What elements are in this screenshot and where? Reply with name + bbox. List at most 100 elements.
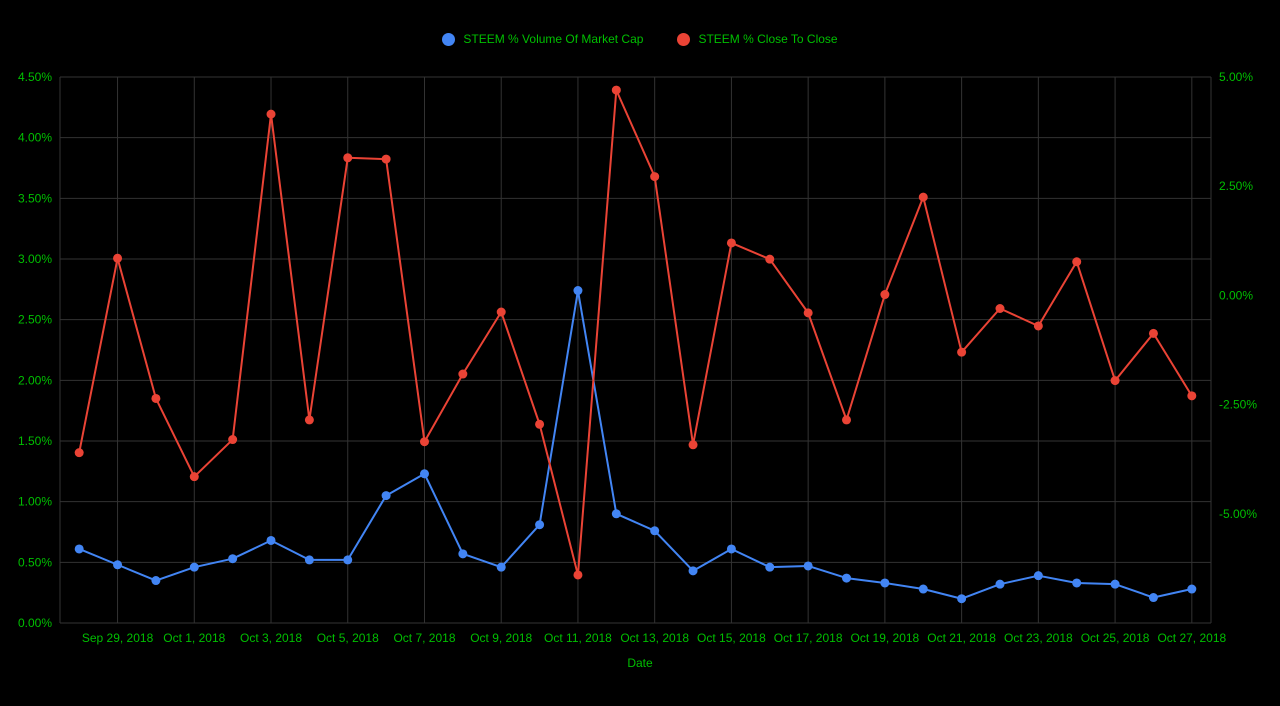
data-point-volume[interactable]	[650, 526, 660, 536]
left-axis-tick-label: 2.50%	[18, 313, 52, 327]
legend-item-close[interactable]: STEEM % Close To Close	[677, 32, 838, 46]
data-point-close[interactable]	[304, 415, 314, 425]
data-point-close[interactable]	[1187, 391, 1197, 401]
x-axis-tick-label: Oct 1, 2018	[163, 631, 225, 645]
data-point-close[interactable]	[228, 435, 238, 445]
data-point-close[interactable]	[381, 154, 391, 164]
right-axis-tick-label: 2.50%	[1219, 179, 1253, 193]
left-axis-tick-label: 4.50%	[18, 70, 52, 84]
data-point-volume[interactable]	[1110, 579, 1120, 589]
data-point-volume[interactable]	[1033, 571, 1043, 581]
x-axis-tick-label: Oct 9, 2018	[470, 631, 532, 645]
data-point-close[interactable]	[650, 172, 660, 182]
x-axis-tick-label: Oct 21, 2018	[927, 631, 996, 645]
data-point-close[interactable]	[688, 440, 698, 450]
x-axis-tick-label: Oct 3, 2018	[240, 631, 302, 645]
data-point-close[interactable]	[535, 419, 545, 429]
legend-marker-close-icon	[677, 33, 691, 46]
x-axis-tick-label: Oct 27, 2018	[1157, 631, 1226, 645]
legend-marker-volume-icon	[442, 33, 456, 46]
data-point-close[interactable]	[995, 304, 1005, 314]
series-line-volume	[78, 289, 1193, 600]
left-axis-tick-label: 1.00%	[18, 495, 52, 509]
data-point-close[interactable]	[151, 393, 161, 403]
data-point-volume[interactable]	[1187, 584, 1197, 594]
left-axis-tick-label: 0.00%	[18, 616, 52, 630]
x-axis-tick-label: Oct 7, 2018	[393, 631, 455, 645]
series-line-close	[78, 89, 1193, 576]
data-point-volume[interactable]	[573, 286, 583, 296]
data-point-volume[interactable]	[535, 520, 545, 530]
data-point-volume[interactable]	[611, 509, 621, 519]
data-point-close[interactable]	[611, 85, 621, 95]
data-point-close[interactable]	[74, 448, 84, 458]
x-axis-tick-label: Oct 23, 2018	[1004, 631, 1073, 645]
data-point-close[interactable]	[918, 192, 928, 202]
data-point-volume[interactable]	[765, 562, 775, 572]
data-point-volume[interactable]	[228, 554, 238, 564]
legend-item-volume[interactable]: STEEM % Volume Of Market Cap	[442, 33, 643, 46]
x-axis-title: Date	[627, 656, 653, 670]
legend-label-volume: STEEM % Volume Of Market Cap	[463, 32, 644, 46]
data-point-close[interactable]	[113, 253, 123, 263]
data-point-volume[interactable]	[151, 576, 161, 586]
x-axis-tick-label: Oct 17, 2018	[774, 631, 843, 645]
data-point-volume[interactable]	[880, 578, 890, 588]
data-point-close[interactable]	[343, 153, 353, 163]
left-axis-tick-label: 2.00%	[18, 373, 52, 387]
data-point-volume[interactable]	[458, 549, 468, 559]
data-point-close[interactable]	[842, 415, 852, 425]
data-point-close[interactable]	[880, 290, 890, 300]
data-point-volume[interactable]	[343, 555, 353, 565]
data-point-close[interactable]	[573, 570, 583, 580]
data-point-volume[interactable]	[995, 579, 1005, 589]
right-axis-tick-label: 5.00%	[1219, 70, 1253, 84]
x-axis-tick-label: Oct 5, 2018	[317, 631, 379, 645]
data-point-close[interactable]	[726, 238, 736, 248]
data-point-volume[interactable]	[419, 469, 429, 479]
data-point-volume[interactable]	[189, 562, 199, 572]
legend-label-close: STEEM % Close To Close	[698, 32, 838, 46]
data-point-close[interactable]	[803, 308, 813, 318]
data-point-close[interactable]	[266, 109, 276, 119]
data-point-volume[interactable]	[304, 555, 314, 565]
data-point-volume[interactable]	[842, 573, 852, 583]
left-axis-tick-label: 3.00%	[18, 252, 52, 266]
data-point-close[interactable]	[957, 347, 967, 357]
data-point-close[interactable]	[419, 437, 429, 447]
x-axis-tick-label: Oct 25, 2018	[1081, 631, 1150, 645]
data-point-volume[interactable]	[726, 544, 736, 554]
left-axis-tick-label: 3.50%	[18, 191, 52, 205]
right-axis-tick-label: -2.50%	[1219, 398, 1257, 412]
data-point-close[interactable]	[765, 254, 775, 264]
data-point-close[interactable]	[1110, 376, 1120, 386]
data-point-close[interactable]	[1072, 257, 1082, 267]
data-point-close[interactable]	[1148, 328, 1158, 338]
data-point-volume[interactable]	[957, 594, 967, 604]
data-point-volume[interactable]	[74, 544, 84, 554]
data-point-volume[interactable]	[918, 584, 928, 594]
data-point-close[interactable]	[496, 307, 506, 317]
data-point-volume[interactable]	[688, 566, 698, 576]
data-point-volume[interactable]	[266, 535, 276, 545]
chart-legend: STEEM % Volume Of Market Cap STEEM % Clo…	[0, 33, 1280, 46]
left-axis-tick-label: 1.50%	[18, 434, 52, 448]
left-axis-tick-label: 0.50%	[18, 555, 52, 569]
x-axis-tick-label: Oct 19, 2018	[851, 631, 920, 645]
data-point-volume[interactable]	[381, 491, 391, 501]
x-axis-tick-label: Oct 13, 2018	[620, 631, 689, 645]
data-point-volume[interactable]	[803, 561, 813, 571]
x-axis-tick-label: Oct 11, 2018	[544, 631, 612, 645]
data-point-volume[interactable]	[1072, 578, 1082, 588]
x-axis-tick-label: Sep 29, 2018	[82, 631, 154, 645]
data-point-volume[interactable]	[496, 562, 506, 572]
data-point-volume[interactable]	[113, 560, 123, 570]
data-point-close[interactable]	[458, 369, 468, 379]
data-point-close[interactable]	[1033, 321, 1043, 331]
x-axis-tick-label: Oct 15, 2018	[697, 631, 766, 645]
data-point-volume[interactable]	[1148, 593, 1158, 603]
data-point-close[interactable]	[189, 472, 199, 482]
right-axis-tick-label: 0.00%	[1219, 288, 1253, 302]
